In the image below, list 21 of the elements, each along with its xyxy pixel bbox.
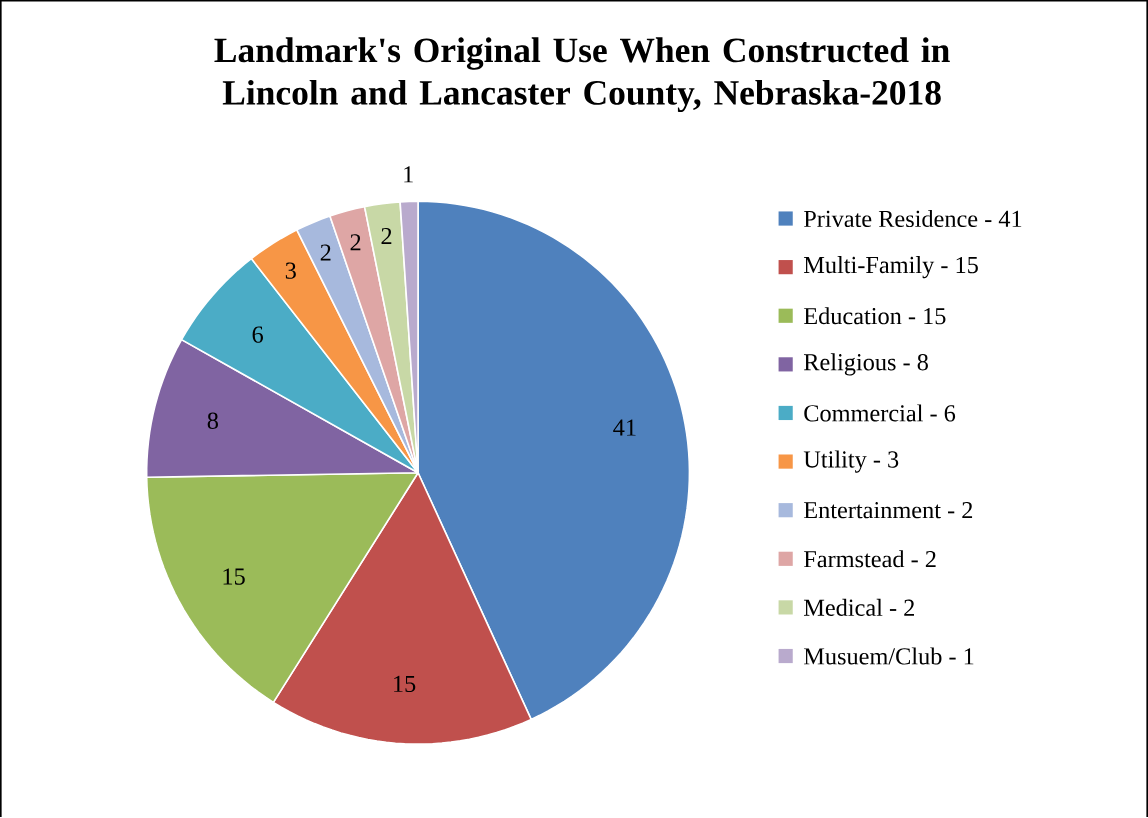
legend-label: Religious - 8 xyxy=(803,353,928,376)
legend-label: Farmstead - 2 xyxy=(803,550,936,568)
chart-title: Landmark's Original Use When Constructed in Lincoln and Lancaster County, Nebraska-2018 xyxy=(214,37,950,113)
legend-label: Medical - 2 xyxy=(803,598,914,617)
legend-label: Education - 15 xyxy=(803,307,946,325)
data-label: 15 xyxy=(223,568,245,585)
legend-label: Utility - 3 xyxy=(803,450,899,473)
legend-label: Commercial - 6 xyxy=(804,404,956,422)
legend-label: Private Residence - 41 xyxy=(803,210,1022,228)
legend-label: Multi-Family - 15 xyxy=(803,256,978,279)
data-label: 41 xyxy=(613,419,636,436)
legend-label: Musuem/Club - 1 xyxy=(803,647,974,665)
data-label: 2 xyxy=(350,234,361,251)
data-label: 3 xyxy=(285,262,296,279)
legend-label: Entertainment - 2 xyxy=(803,502,973,519)
data-label: 1 xyxy=(404,166,413,183)
data-label: 2 xyxy=(320,244,331,261)
data-label: 6 xyxy=(252,326,263,343)
data-label: 15 xyxy=(394,675,416,693)
data-label: 2 xyxy=(381,227,392,245)
data-label: 8 xyxy=(207,412,218,430)
